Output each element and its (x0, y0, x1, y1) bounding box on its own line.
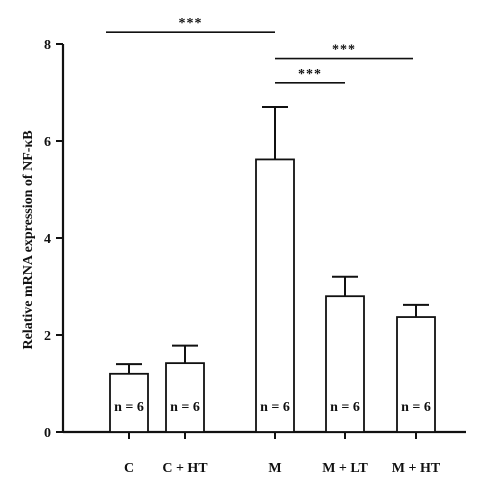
y-tick-label: 6 (44, 135, 51, 150)
x-tick-label: C + HT (162, 461, 208, 476)
y-tick-label: 8 (44, 38, 51, 53)
y-tick-label: 4 (44, 232, 51, 247)
y-tick-label: 0 (44, 426, 51, 441)
x-tick-label: M + HT (392, 461, 441, 476)
bar-annotation: n = 6 (114, 400, 144, 415)
x-tick-label: C (124, 461, 134, 476)
significance-label: *** (179, 16, 203, 31)
x-tick-label: M (268, 461, 281, 476)
bar-annotation: n = 6 (401, 400, 431, 415)
bar-annotation: n = 6 (260, 400, 290, 415)
bar (325, 295, 365, 433)
bar (165, 362, 205, 433)
bar-annotation: n = 6 (330, 400, 360, 415)
y-axis-title: Relative mRNA expression of NF-κB (21, 130, 36, 349)
x-tick-label: M + LT (322, 461, 368, 476)
bar-annotation: n = 6 (170, 400, 200, 415)
y-tick-label: 2 (44, 329, 51, 344)
significance-brackets: *** *** *** (106, 16, 413, 84)
bar (396, 316, 436, 433)
bars: n = 6 Cn = 6 C + HT n = 6 Mn = 6 M + LT n = 6 M… (109, 106, 441, 476)
significance-label: *** (298, 67, 322, 82)
bar (109, 372, 149, 433)
significance-label: *** (332, 43, 356, 58)
bar (255, 158, 295, 433)
